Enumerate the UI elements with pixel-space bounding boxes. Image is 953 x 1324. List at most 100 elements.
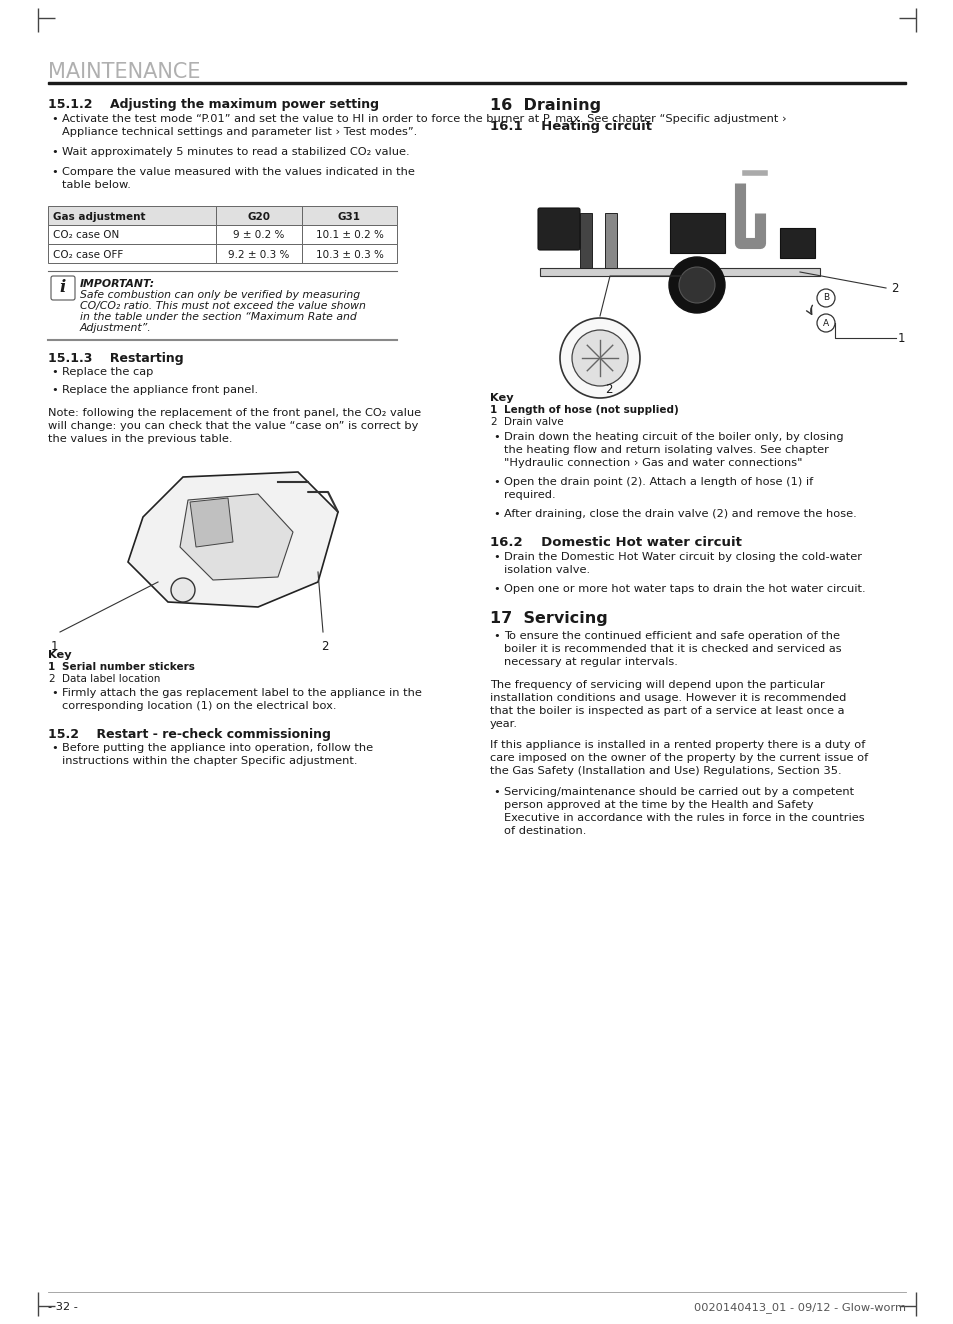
Polygon shape [128,471,337,606]
Text: Length of hose (not supplied): Length of hose (not supplied) [503,405,678,414]
Text: care imposed on the owner of the property by the current issue of: care imposed on the owner of the propert… [490,753,867,763]
Text: 15.1.2    Adjusting the maximum power setting: 15.1.2 Adjusting the maximum power setti… [48,98,378,111]
Bar [302,207,396,225]
Text: 16.1    Heating circuit: 16.1 Heating circuit [490,120,651,132]
Text: 2: 2 [320,639,328,653]
Text: Replace the cap: Replace the cap [62,367,153,377]
Text: CO/CO₂ ratio. This must not exceed the value shown: CO/CO₂ ratio. This must not exceed the v… [80,301,366,311]
Text: •: • [493,552,499,561]
Circle shape [171,579,194,602]
Circle shape [816,314,834,332]
Text: Key: Key [490,393,513,402]
Text: 2: 2 [48,674,54,685]
Text: Gas adjustment: Gas adjustment [53,212,146,221]
Text: Safe combustion can only be verified by measuring: Safe combustion can only be verified by … [80,290,359,301]
Text: installation conditions and usage. However it is recommended: installation conditions and usage. Howev… [490,692,845,703]
Bar [539,267,820,275]
Text: Open one or more hot water taps to drain the hot water circuit.: Open one or more hot water taps to drain… [503,584,864,594]
Text: Serial number stickers: Serial number stickers [62,662,194,673]
Bar [604,213,617,267]
Text: Open the drain point (2). Attach a length of hose (1) if: Open the drain point (2). Attach a lengt… [503,477,812,487]
Text: of destination.: of destination. [503,826,586,835]
Text: 2: 2 [890,282,898,294]
Text: 1: 1 [490,405,497,414]
Text: Note: following the replacement of the front panel, the CO₂ value: Note: following the replacement of the f… [48,408,420,418]
Text: "Hydraulic connection › Gas and water connections": "Hydraulic connection › Gas and water co… [503,458,801,467]
Text: •: • [51,147,58,158]
Text: •: • [51,688,58,698]
Text: 1: 1 [48,662,55,673]
Bar [48,225,215,244]
Bar [215,207,302,225]
Text: instructions within the chapter Specific adjustment.: instructions within the chapter Specific… [62,756,357,767]
Text: •: • [493,786,499,797]
Polygon shape [180,494,293,580]
Text: 9 ± 0.2 %: 9 ± 0.2 % [233,230,284,241]
Text: necessary at regular intervals.: necessary at regular intervals. [503,657,678,667]
Text: The frequency of servicing will depend upon the particular: The frequency of servicing will depend u… [490,681,824,690]
Text: Key: Key [48,650,71,659]
Text: •: • [493,584,499,594]
Text: Firmly attach the gas replacement label to the appliance in the: Firmly attach the gas replacement label … [62,688,421,698]
Text: Data label location: Data label location [62,674,160,685]
Text: the values in the previous table.: the values in the previous table. [48,434,233,444]
FancyBboxPatch shape [537,208,579,250]
Circle shape [572,330,627,387]
Text: table below.: table below. [62,180,131,191]
Text: year.: year. [490,719,517,730]
Circle shape [559,318,639,399]
Text: boiler it is recommended that it is checked and serviced as: boiler it is recommended that it is chec… [503,643,841,654]
Text: Replace the appliance front panel.: Replace the appliance front panel. [62,385,258,395]
Text: person approved at the time by the Health and Safety: person approved at the time by the Healt… [503,800,813,810]
Text: Before putting the appliance into operation, follow the: Before putting the appliance into operat… [62,743,373,753]
Bar [215,244,302,263]
Bar [48,271,396,340]
Text: - 32 -: - 32 - [48,1301,78,1312]
Text: the heating flow and return isolating valves. See chapter: the heating flow and return isolating va… [503,445,828,455]
Text: Servicing/maintenance should be carried out by a competent: Servicing/maintenance should be carried … [503,786,853,797]
Text: 16.2    Domestic Hot water circuit: 16.2 Domestic Hot water circuit [490,536,741,549]
Text: G20: G20 [247,212,271,221]
Text: MAINTENANCE: MAINTENANCE [48,62,200,82]
Text: To ensure the continued efficient and safe operation of the: To ensure the continued efficient and sa… [503,632,840,641]
Text: Compare the value measured with the values indicated in the: Compare the value measured with the valu… [62,167,415,177]
Text: Wait approximately 5 minutes to read a stabilized CO₂ value.: Wait approximately 5 minutes to read a s… [62,147,409,158]
Bar [48,244,215,263]
Text: 15.2    Restart - re-check commissioning: 15.2 Restart - re-check commissioning [48,728,331,741]
Text: CO₂ case OFF: CO₂ case OFF [53,249,123,260]
Text: that the boiler is inspected as part of a service at least once a: that the boiler is inspected as part of … [490,706,843,716]
Bar [579,213,592,267]
Text: •: • [493,508,499,519]
Text: CO₂ case ON: CO₂ case ON [53,230,119,241]
Bar [48,207,215,225]
Text: •: • [51,114,58,124]
Text: required.: required. [503,490,555,500]
Text: Drain the Domestic Hot Water circuit by closing the cold-water: Drain the Domestic Hot Water circuit by … [503,552,862,561]
Text: After draining, close the drain valve (2) and remove the hose.: After draining, close the drain valve (2… [503,508,856,519]
Text: A: A [822,319,828,327]
Text: 15.1.3    Restarting: 15.1.3 Restarting [48,352,183,365]
Circle shape [679,267,714,303]
Text: Activate the test mode “P.01” and set the value to HI in order to force the burn: Activate the test mode “P.01” and set th… [62,114,786,124]
Text: •: • [51,743,58,753]
Bar [215,225,302,244]
Text: isolation valve.: isolation valve. [503,565,590,575]
Bar [669,213,724,253]
Bar [48,82,905,83]
Text: •: • [51,385,58,395]
Text: IMPORTANT:: IMPORTANT: [80,279,155,289]
Text: Appliance technical settings and parameter list › Test modes”.: Appliance technical settings and paramet… [62,127,416,136]
Circle shape [816,289,834,307]
Circle shape [668,257,724,312]
Text: 2: 2 [490,417,497,428]
Text: •: • [493,632,499,641]
Text: 10.1 ± 0.2 %: 10.1 ± 0.2 % [315,230,383,241]
Text: 2: 2 [604,383,612,396]
Polygon shape [190,498,233,547]
Text: 16  Draining: 16 Draining [490,98,600,113]
Text: in the table under the section “Maximum Rate and: in the table under the section “Maximum … [80,312,356,322]
Text: corresponding location (1) on the electrical box.: corresponding location (1) on the electr… [62,700,336,711]
Text: If this appliance is installed in a rented property there is a duty of: If this appliance is installed in a rent… [490,740,864,749]
Text: 10.3 ± 0.3 %: 10.3 ± 0.3 % [315,249,383,260]
Text: i: i [60,279,66,297]
